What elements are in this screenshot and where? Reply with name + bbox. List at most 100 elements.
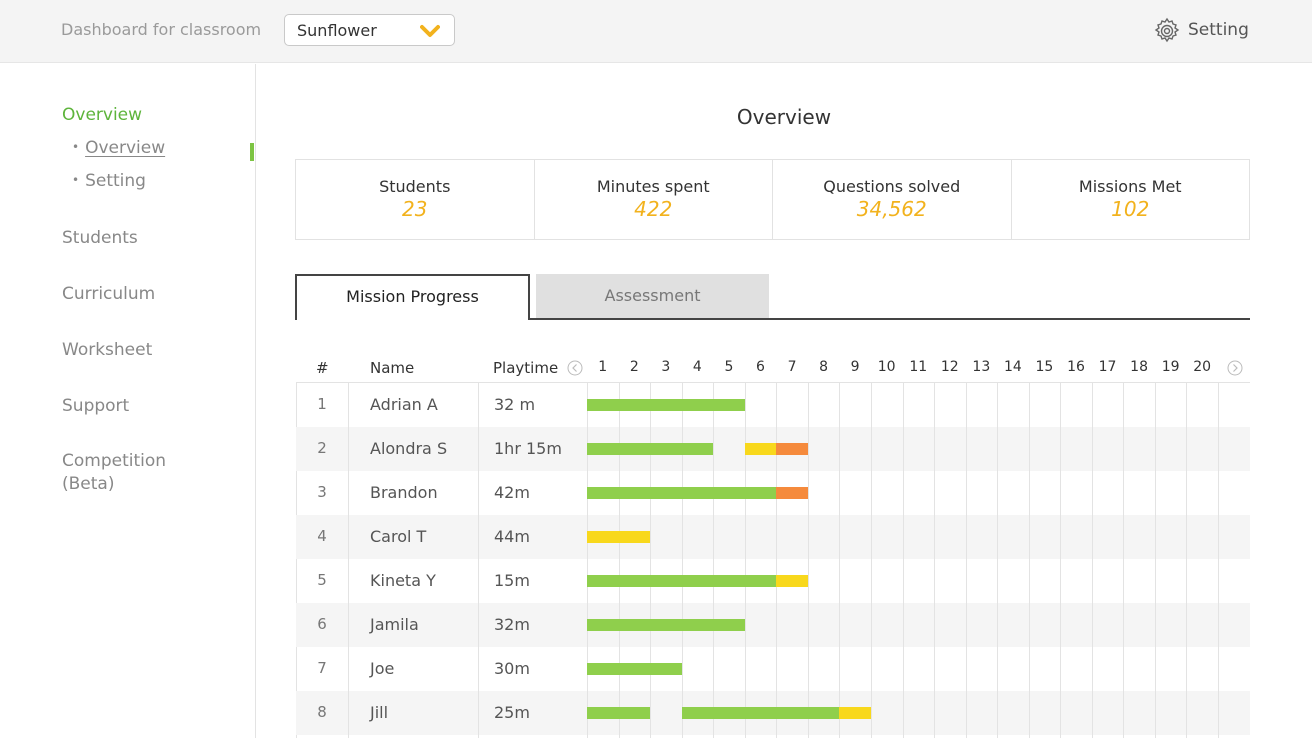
grid-line bbox=[745, 382, 746, 738]
mission-progress-bar-progress[interactable] bbox=[745, 443, 777, 455]
sidebar-item-competition[interactable]: Competition (Beta) bbox=[62, 450, 166, 496]
page-title: Overview bbox=[736, 105, 832, 129]
column-header-mission: 20 bbox=[1193, 359, 1212, 375]
bullet-icon: • bbox=[72, 140, 80, 154]
column-header-mission: 12 bbox=[940, 359, 959, 375]
settings-label: Setting bbox=[1188, 20, 1249, 40]
stat-value: 422 bbox=[634, 197, 673, 221]
stat-minutes: Minutes spent 422 bbox=[535, 160, 773, 239]
progress-table bbox=[296, 382, 1250, 738]
column-header-name: Name bbox=[370, 359, 415, 377]
stat-label: Students bbox=[379, 177, 451, 196]
column-header-mission: 13 bbox=[972, 359, 991, 375]
mission-progress-bar-progress[interactable] bbox=[839, 707, 871, 719]
table-row[interactable]: 1 Adrian A 32 m bbox=[296, 383, 1250, 427]
column-header-mission: 16 bbox=[1067, 359, 1085, 375]
mission-progress-bar-stuck[interactable] bbox=[776, 443, 808, 455]
column-header-mission: 14 bbox=[1003, 359, 1022, 375]
grid-line bbox=[808, 382, 809, 738]
stat-label: Missions Met bbox=[1078, 177, 1182, 196]
table-row[interactable]: 7 Joe 30m bbox=[296, 647, 1250, 691]
grid-line bbox=[1218, 382, 1219, 738]
stat-label: Minutes spent bbox=[596, 177, 710, 196]
mission-progress-bar-done[interactable] bbox=[682, 707, 840, 719]
gear-icon bbox=[1154, 17, 1180, 43]
tab-assessment[interactable]: Assessment bbox=[536, 274, 769, 318]
column-header-mission: 17 bbox=[1098, 359, 1117, 375]
stat-questions: Questions solved 34,562 bbox=[773, 160, 1012, 239]
grid-line bbox=[966, 382, 967, 738]
column-header-mission: 3 bbox=[661, 359, 671, 375]
classroom-select[interactable]: Sunflower bbox=[284, 14, 455, 46]
mission-progress-bar-progress[interactable] bbox=[776, 575, 808, 587]
column-header-mission: 5 bbox=[724, 359, 734, 375]
scroll-right-icon[interactable] bbox=[1227, 360, 1243, 376]
mission-progress-bar-done[interactable] bbox=[587, 575, 776, 587]
row-number: 4 bbox=[317, 527, 327, 545]
column-header-mission: 8 bbox=[819, 359, 829, 375]
column-header-mission: 18 bbox=[1130, 359, 1148, 375]
grid-line bbox=[348, 382, 349, 738]
mission-progress-bar-stuck[interactable] bbox=[776, 487, 808, 499]
column-header-mission: 15 bbox=[1035, 359, 1054, 375]
scroll-left-icon[interactable] bbox=[567, 360, 583, 376]
stat-value: 34,562 bbox=[856, 197, 927, 221]
table-row[interactable]: 3 Brandon 42m bbox=[296, 471, 1250, 515]
tab-mission-progress[interactable]: Mission Progress bbox=[295, 274, 530, 320]
sidebar-subitem-setting[interactable]: • Setting bbox=[72, 171, 146, 191]
sidebar-item-overview[interactable]: Overview bbox=[62, 105, 143, 125]
column-header-mission: 2 bbox=[629, 359, 639, 375]
chevron-down-icon bbox=[420, 25, 440, 37]
student-name: Brandon bbox=[370, 483, 438, 502]
grid-line bbox=[934, 382, 935, 738]
grid-line bbox=[871, 382, 872, 738]
playtime-value: 32m bbox=[494, 615, 530, 634]
stat-label: Questions solved bbox=[823, 177, 961, 196]
sidebar-item-worksheet[interactable]: Worksheet bbox=[62, 340, 153, 360]
student-name: Kineta Y bbox=[370, 571, 436, 590]
mission-progress-bar-done[interactable] bbox=[587, 707, 650, 719]
student-name: Joe bbox=[370, 659, 395, 678]
column-header-mission: 7 bbox=[787, 359, 797, 375]
row-number: 7 bbox=[317, 659, 327, 677]
mission-progress-bar-done[interactable] bbox=[587, 663, 682, 675]
grid-line bbox=[776, 382, 777, 738]
mission-progress-bar-done[interactable] bbox=[587, 399, 745, 411]
column-header-mission: 1 bbox=[598, 359, 608, 375]
grid-line bbox=[478, 382, 479, 738]
student-name: Adrian A bbox=[370, 395, 438, 414]
sidebar-item-curriculum[interactable]: Curriculum bbox=[62, 284, 156, 304]
sidebar-subitem-overview-label: Overview bbox=[85, 138, 166, 158]
grid-line bbox=[1092, 382, 1093, 738]
row-number: 6 bbox=[317, 615, 327, 633]
playtime-value: 25m bbox=[494, 703, 530, 722]
grid-line bbox=[713, 382, 714, 738]
stat-missions: Missions Met 102 bbox=[1012, 160, 1250, 239]
grid-line bbox=[650, 382, 651, 738]
column-header-mission: 6 bbox=[756, 359, 765, 375]
grid-line bbox=[1029, 382, 1030, 738]
row-number: 2 bbox=[317, 439, 327, 457]
grid-line bbox=[1060, 382, 1061, 738]
row-number: 5 bbox=[317, 571, 327, 589]
sidebar-item-students[interactable]: Students bbox=[62, 228, 138, 248]
column-header-playtime: Playtime bbox=[493, 359, 559, 377]
row-number: 3 bbox=[317, 483, 327, 501]
mission-progress-bar-done[interactable] bbox=[587, 619, 745, 631]
sidebar-subitem-overview[interactable]: • Overview bbox=[72, 138, 165, 158]
table-row[interactable]: 5 Kineta Y 15m bbox=[296, 559, 1250, 603]
playtime-value: 30m bbox=[494, 659, 530, 678]
stat-value: 23 bbox=[402, 197, 428, 221]
bullet-icon: • bbox=[72, 173, 80, 187]
column-header-mission: 11 bbox=[909, 359, 928, 375]
table-row[interactable]: 6 Jamila 32m bbox=[296, 603, 1250, 647]
grid-line bbox=[587, 382, 588, 738]
mission-progress-bar-done[interactable] bbox=[587, 487, 776, 499]
column-header-num: # bbox=[316, 359, 329, 377]
mission-progress-bar-progress[interactable] bbox=[587, 531, 650, 543]
mission-progress-bar-done[interactable] bbox=[587, 443, 713, 455]
sidebar-item-support[interactable]: Support bbox=[62, 396, 130, 416]
table-row[interactable]: 4 Carol T 44m bbox=[296, 515, 1250, 559]
sidebar-item-competition-label: Competition bbox=[62, 451, 167, 471]
playtime-value: 32 m bbox=[494, 395, 536, 414]
